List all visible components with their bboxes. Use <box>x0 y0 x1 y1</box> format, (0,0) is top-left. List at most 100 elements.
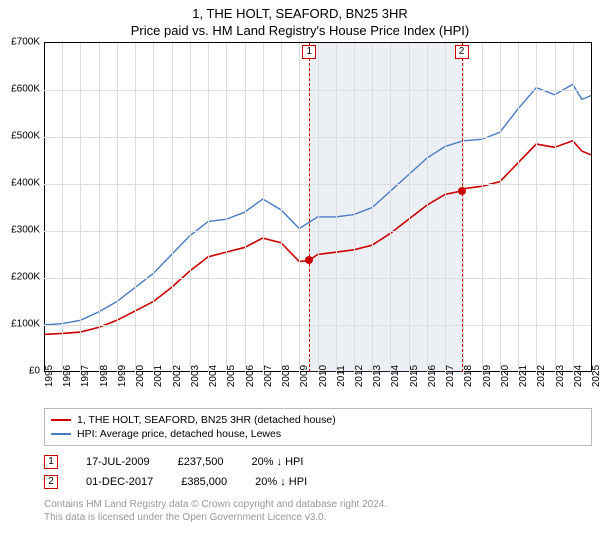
x-tick-label: 2024 <box>573 365 584 387</box>
x-tick-label: 2013 <box>372 365 383 387</box>
gridline-v <box>281 43 282 372</box>
x-tick-label: 2020 <box>500 365 511 387</box>
marker-date: 01-DEC-2017 <box>86 476 153 488</box>
y-tick-label: £200K <box>11 272 40 283</box>
x-tick-label: 2021 <box>518 365 529 387</box>
x-tick-label: 2017 <box>445 365 456 387</box>
gridline-v <box>117 43 118 372</box>
x-tick-label: 2005 <box>226 365 237 387</box>
gridline-v <box>409 43 410 372</box>
gridline-v <box>208 43 209 372</box>
gridline-v <box>482 43 483 372</box>
gridline-v <box>536 43 537 372</box>
x-tick-label: 2004 <box>208 365 219 387</box>
legend-row-hpi: HPI: Average price, detached house, Lewe… <box>51 427 585 441</box>
x-tick-label: 2015 <box>409 365 420 387</box>
gridline-v <box>336 43 337 372</box>
legend: 1, THE HOLT, SEAFORD, BN25 3HR (detached… <box>44 408 592 446</box>
gridline-v <box>555 43 556 372</box>
gridline-v <box>226 43 227 372</box>
marker-line-2 <box>462 43 463 372</box>
marker-line-1 <box>309 43 310 372</box>
chart: £0£100K£200K£300K£400K£500K£600K£700K 12… <box>44 42 592 402</box>
gridline-v <box>500 43 501 372</box>
y-tick-label: £600K <box>11 84 40 95</box>
x-tick-label: 1998 <box>99 365 110 387</box>
marker-delta: 20% ↓ HPI <box>255 476 307 488</box>
gridline-v <box>299 43 300 372</box>
plot-area: 12 <box>44 42 592 372</box>
gridline-v <box>62 43 63 372</box>
gridline-v <box>245 43 246 372</box>
x-tick-label: 2022 <box>536 365 547 387</box>
y-tick-label: £700K <box>11 37 40 48</box>
gridline-v <box>372 43 373 372</box>
x-tick-label: 2025 <box>591 365 600 387</box>
x-tick-label: 2000 <box>135 365 146 387</box>
gridline-v <box>390 43 391 372</box>
gridline-v <box>318 43 319 372</box>
x-tick-label: 2012 <box>354 365 365 387</box>
y-tick-label: £100K <box>11 319 40 330</box>
footer-line-1: Contains HM Land Registry data © Crown c… <box>44 498 592 511</box>
x-tick-label: 1995 <box>44 365 55 387</box>
gridline-v <box>427 43 428 372</box>
gridline-v <box>172 43 173 372</box>
marker-row-1: 117-JUL-2009£237,50020% ↓ HPI <box>44 452 592 472</box>
x-tick-label: 2023 <box>555 365 566 387</box>
marker-dot-2 <box>458 187 466 195</box>
x-tick-label: 2018 <box>463 365 474 387</box>
chart-title: 1, THE HOLT, SEAFORD, BN25 3HR <box>0 0 600 21</box>
x-tick-label: 2006 <box>245 365 256 387</box>
marker-date: 17-JUL-2009 <box>86 456 150 468</box>
x-tick-label: 2009 <box>299 365 310 387</box>
x-tick-label: 2011 <box>336 365 347 387</box>
gridline-v <box>80 43 81 372</box>
gridline-v <box>445 43 446 372</box>
y-tick-label: £400K <box>11 178 40 189</box>
x-tick-label: 2014 <box>390 365 401 387</box>
footer-line-2: This data is licensed under the Open Gov… <box>44 511 592 524</box>
marker-dot-1 <box>305 256 313 264</box>
gridline-v <box>573 43 574 372</box>
gridline-v <box>463 43 464 372</box>
gridline-v <box>135 43 136 372</box>
gridline-v <box>518 43 519 372</box>
x-tick-label: 2007 <box>263 365 274 387</box>
x-axis: 1995199619971998199920002001200220032004… <box>44 372 592 402</box>
marker-delta: 20% ↓ HPI <box>251 456 303 468</box>
legend-label: HPI: Average price, detached house, Lewe… <box>77 428 281 440</box>
y-tick-label: £0 <box>29 366 40 377</box>
gridline-v <box>99 43 100 372</box>
marker-num: 1 <box>44 455 58 469</box>
marker-box-1: 1 <box>302 45 316 59</box>
x-tick-label: 2016 <box>427 365 438 387</box>
x-tick-label: 2008 <box>281 365 292 387</box>
gridline-v <box>153 43 154 372</box>
y-tick-label: £500K <box>11 131 40 142</box>
gridline-v <box>263 43 264 372</box>
x-tick-label: 1997 <box>80 365 91 387</box>
gridline-v <box>190 43 191 372</box>
marker-row-2: 2 01-DEC-2017 £385,000 20% ↓ HPI <box>44 472 592 492</box>
x-tick-label: 2002 <box>172 365 183 387</box>
x-tick-label: 2010 <box>318 365 329 387</box>
marker-num: 2 <box>44 475 58 489</box>
y-axis: £0£100K£200K£300K£400K£500K£600K£700K <box>0 42 42 372</box>
y-tick-label: £300K <box>11 225 40 236</box>
marker-box-2: 2 <box>455 45 469 59</box>
legend-label: 1, THE HOLT, SEAFORD, BN25 3HR (detached… <box>77 414 336 426</box>
legend-swatch <box>51 419 71 421</box>
gridline-v <box>354 43 355 372</box>
legend-row-property: 1, THE HOLT, SEAFORD, BN25 3HR (detached… <box>51 413 585 427</box>
legend-swatch <box>51 433 71 435</box>
x-tick-label: 2001 <box>153 365 164 387</box>
x-tick-label: 2019 <box>482 365 493 387</box>
x-tick-label: 1999 <box>117 365 128 387</box>
footer: Contains HM Land Registry data © Crown c… <box>44 498 592 524</box>
x-tick-label: 2003 <box>190 365 201 387</box>
markers-table: 117-JUL-2009£237,50020% ↓ HPI201-DEC-201… <box>44 452 592 492</box>
chart-subtitle: Price paid vs. HM Land Registry's House … <box>0 21 600 42</box>
x-tick-label: 1996 <box>62 365 73 387</box>
marker-price: £385,000 <box>181 476 227 488</box>
